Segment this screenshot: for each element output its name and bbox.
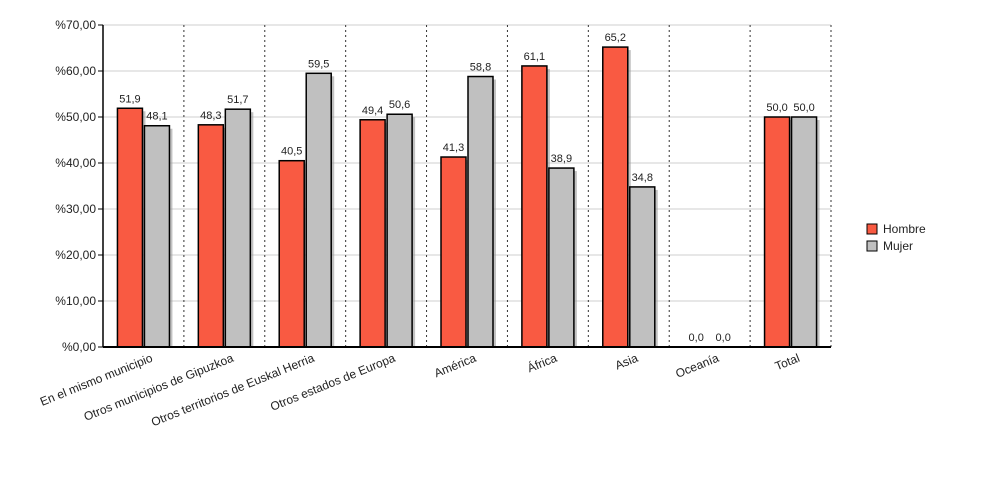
bar-hombre: [763, 116, 791, 348]
y-tick-label: %50,00: [55, 110, 96, 124]
data-label: 61,1: [524, 51, 545, 63]
x-tick-label: Oceanía: [673, 351, 721, 381]
y-tick-label: %30,00: [55, 202, 96, 216]
y-tick-label: %70,00: [55, 18, 96, 32]
legend-label-hombre: Hombre: [883, 222, 926, 236]
data-label: 50,0: [793, 102, 814, 114]
data-label: 38,9: [551, 153, 572, 165]
data-label: 50,0: [766, 102, 787, 114]
data-labels: 51,9 48,3 40,5 49,4 41,3 61,1 65,2 0,0 50,0 48,1 5…: [119, 32, 815, 344]
data-label: 0,0: [689, 332, 704, 344]
bar-mujer: [629, 186, 656, 348]
data-label: 49,4: [362, 105, 383, 117]
y-tick-label: %0,00: [62, 340, 96, 354]
legend-swatch-hombre: [866, 223, 878, 235]
category-separators: [183, 25, 832, 347]
data-label: 41,3: [443, 142, 464, 154]
bar-hombre: [359, 119, 386, 348]
bar-mujer: [548, 167, 575, 348]
data-label: 48,1: [146, 111, 167, 123]
bar-mujer: [790, 116, 818, 348]
x-tick-label: Asia: [613, 351, 640, 373]
x-tick-label: Total: [773, 351, 802, 373]
bar-hombre: [440, 156, 467, 348]
data-label: 48,3: [200, 110, 221, 122]
y-tick-label: %40,00: [55, 156, 96, 170]
legend: Hombre Mujer: [866, 222, 926, 253]
legend-label-mujer: Mujer: [883, 239, 913, 253]
bar-mujer: [386, 113, 413, 348]
data-label: 65,2: [605, 32, 626, 44]
data-label: 58,8: [470, 62, 491, 74]
data-label: 34,8: [632, 172, 653, 184]
bar-mujer: [143, 124, 171, 348]
data-label: 0,0: [716, 332, 731, 344]
legend-swatch-mujer: [866, 240, 878, 252]
y-tick-labels: %0,00 %10,00 %20,00 %30,00 %40,00 %50,00 %60,0…: [55, 18, 96, 354]
data-label: 51,7: [227, 94, 248, 106]
bars: [116, 46, 820, 348]
y-tick-label: %60,00: [55, 64, 96, 78]
data-label: 59,5: [308, 58, 329, 70]
bar-hombre: [278, 159, 305, 348]
bar-mujer: [467, 75, 494, 348]
axes: [98, 24, 831, 348]
x-tick-label: América: [432, 351, 478, 381]
bar-hombre: [197, 124, 225, 348]
bar-hombre: [521, 65, 548, 348]
x-tick-label: África: [525, 350, 559, 376]
data-label: 40,5: [281, 146, 302, 158]
y-tick-label: %10,00: [55, 294, 96, 308]
bar-mujer: [224, 108, 252, 348]
bar-hombre: [602, 46, 629, 348]
data-label: 51,9: [119, 93, 140, 105]
y-tick-label: %20,00: [55, 248, 96, 262]
bar-hombre: [116, 107, 144, 348]
data-label: 50,6: [389, 99, 410, 111]
bar-mujer: [305, 72, 332, 348]
